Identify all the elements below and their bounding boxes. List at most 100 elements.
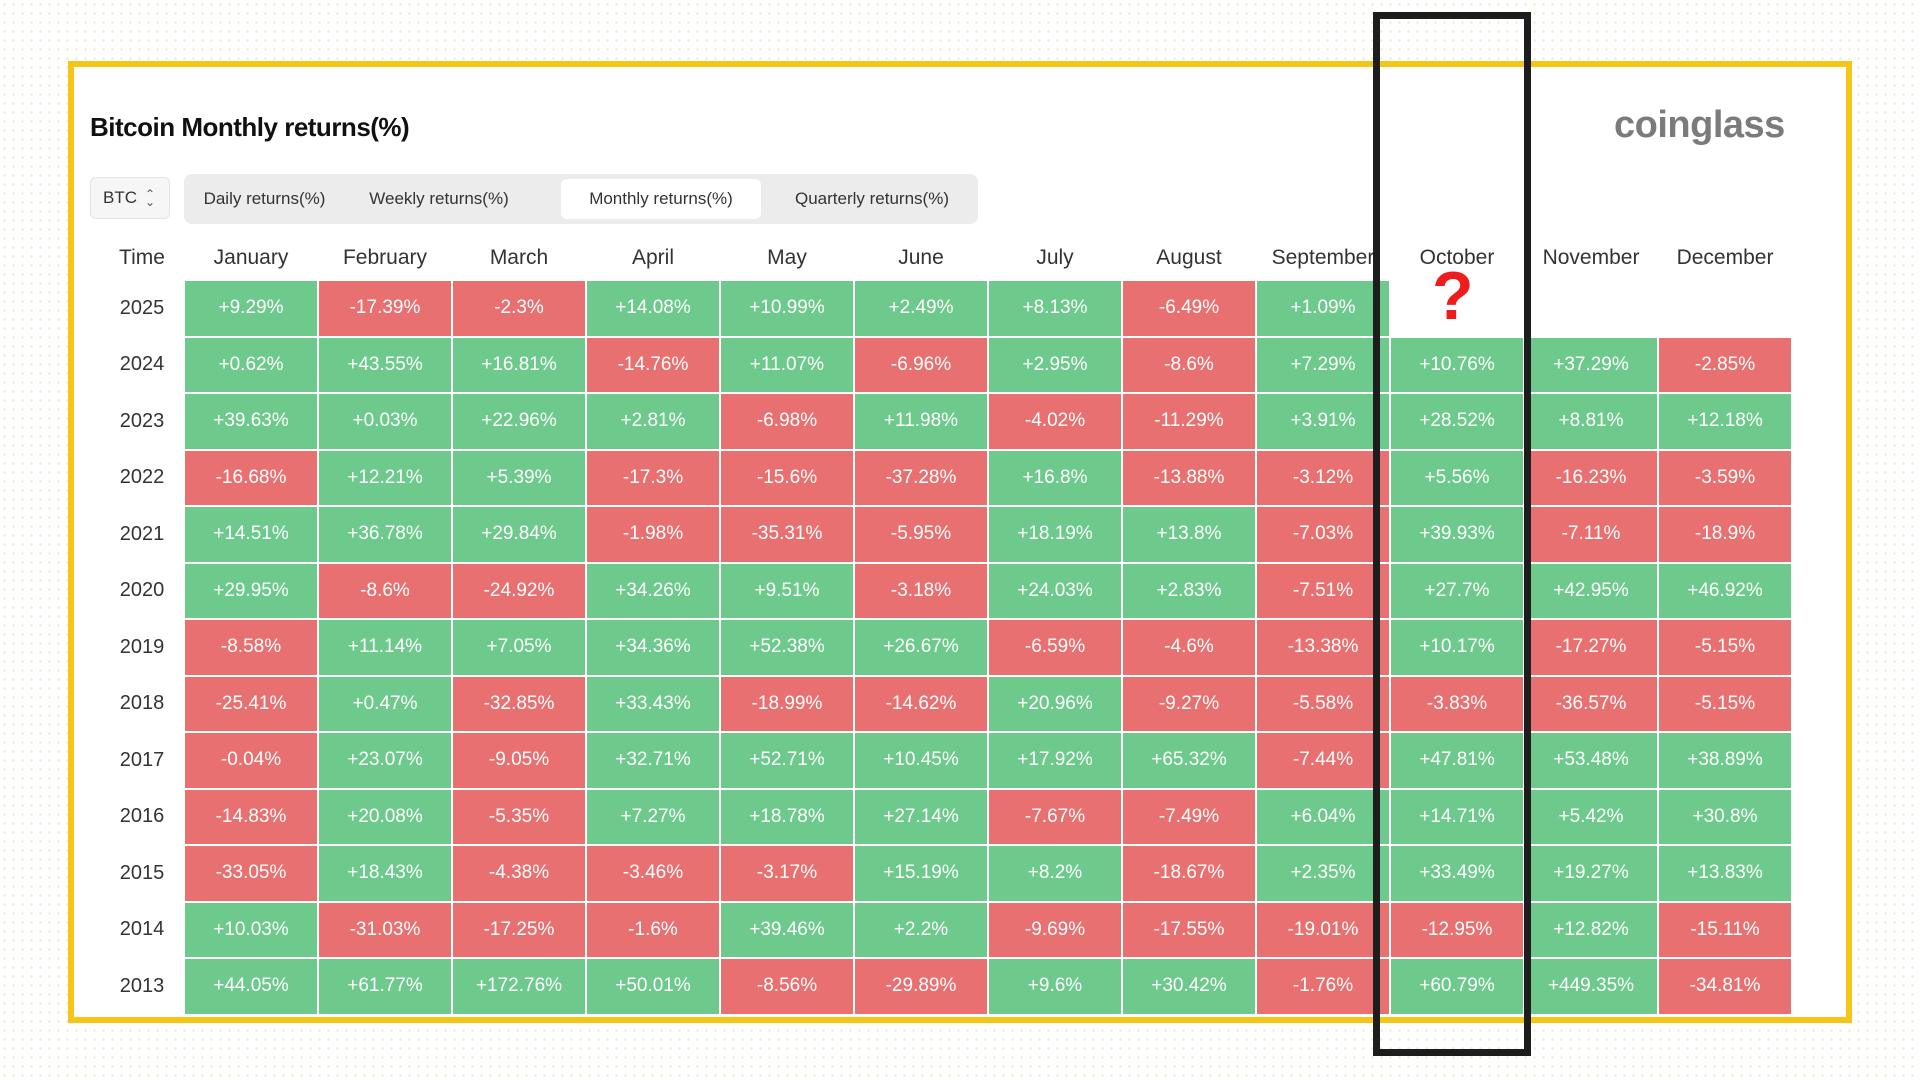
return-cell: +20.96% xyxy=(988,675,1122,732)
time-header: Time xyxy=(119,246,165,269)
return-cell: +13.83% xyxy=(1658,845,1792,902)
return-cell: +50.01% xyxy=(586,958,720,1015)
return-cell: -17.25% xyxy=(452,901,586,958)
return-cell: +14.71% xyxy=(1390,788,1524,845)
return-cell: -7.44% xyxy=(1256,732,1390,789)
return-cell: +65.32% xyxy=(1122,732,1256,789)
asset-select[interactable]: BTC ⌃ ⌄ xyxy=(90,177,170,219)
return-cell: -16.23% xyxy=(1524,449,1658,506)
return-cell: -35.31% xyxy=(720,506,854,563)
return-cell: +449.35% xyxy=(1524,958,1658,1015)
return-cell: +11.98% xyxy=(854,393,988,450)
return-cell: -8.6% xyxy=(318,562,452,619)
return-cell: +29.84% xyxy=(452,506,586,563)
return-cell: +8.2% xyxy=(988,845,1122,902)
return-cell: +5.42% xyxy=(1524,788,1658,845)
return-cell: +60.79% xyxy=(1390,958,1524,1015)
tab-monthly[interactable]: Monthly returns(%) xyxy=(561,179,761,219)
year-label-2014: 2014 xyxy=(119,918,165,941)
return-cell: +10.03% xyxy=(184,901,318,958)
return-cell: +2.35% xyxy=(1256,845,1390,902)
return-cell: +2.83% xyxy=(1122,562,1256,619)
return-cell: -6.49% xyxy=(1122,280,1256,337)
return-cell: +7.29% xyxy=(1256,336,1390,393)
return-cell: +8.13% xyxy=(988,280,1122,337)
return-cell: +36.78% xyxy=(318,506,452,563)
return-cell: -5.15% xyxy=(1658,675,1792,732)
year-label-2025: 2025 xyxy=(119,296,165,319)
return-cell: +43.55% xyxy=(318,336,452,393)
return-cell: +33.49% xyxy=(1390,845,1524,902)
chevron-updown-icon: ⌃ ⌄ xyxy=(145,187,156,209)
month-header-june: June xyxy=(898,246,944,269)
year-label-2022: 2022 xyxy=(119,466,165,489)
return-cell: -19.01% xyxy=(1256,901,1390,958)
return-cell: +33.43% xyxy=(586,675,720,732)
year-label-2017: 2017 xyxy=(119,748,165,771)
return-cell: +13.8% xyxy=(1122,506,1256,563)
return-cell: -32.85% xyxy=(452,675,586,732)
return-cell: -34.81% xyxy=(1658,958,1792,1015)
return-cell: -4.6% xyxy=(1122,619,1256,676)
return-cell: +6.04% xyxy=(1256,788,1390,845)
return-cell: +44.05% xyxy=(184,958,318,1015)
return-cell: -3.59% xyxy=(1658,449,1792,506)
return-cell: +53.48% xyxy=(1524,732,1658,789)
return-cell: +18.78% xyxy=(720,788,854,845)
question-mark-annotation: ? xyxy=(1432,258,1474,334)
return-cell: -24.92% xyxy=(452,562,586,619)
tab-daily[interactable]: Daily returns(%) xyxy=(203,189,326,208)
return-cell: +12.21% xyxy=(318,449,452,506)
return-cell: -18.67% xyxy=(1122,845,1256,902)
return-cell: -9.69% xyxy=(988,901,1122,958)
return-cell: +14.51% xyxy=(184,506,318,563)
return-cell: -7.67% xyxy=(988,788,1122,845)
return-cell: -3.83% xyxy=(1390,675,1524,732)
return-cell: -6.59% xyxy=(988,619,1122,676)
return-cell: +3.91% xyxy=(1256,393,1390,450)
return-cell: -7.11% xyxy=(1524,506,1658,563)
return-cell: +9.6% xyxy=(988,958,1122,1015)
year-label-2021: 2021 xyxy=(119,522,165,545)
return-cell: -3.18% xyxy=(854,562,988,619)
return-cell: -13.88% xyxy=(1122,449,1256,506)
return-cell: -9.27% xyxy=(1122,675,1256,732)
tab-weekly[interactable]: Weekly returns(%) xyxy=(369,189,509,208)
asset-select-value: BTC xyxy=(103,188,137,207)
return-cell: -5.15% xyxy=(1658,619,1792,676)
return-cell: +37.29% xyxy=(1524,336,1658,393)
return-cell: +18.43% xyxy=(318,845,452,902)
return-cell: -8.58% xyxy=(184,619,318,676)
return-cell: +34.36% xyxy=(586,619,720,676)
year-label-2019: 2019 xyxy=(119,635,165,658)
month-header-september: September xyxy=(1271,246,1375,269)
return-cell: +172.76% xyxy=(452,958,586,1015)
return-cell: +10.99% xyxy=(720,280,854,337)
month-header-may: May xyxy=(767,246,807,269)
return-cell: +22.96% xyxy=(452,393,586,450)
month-header-november: November xyxy=(1542,246,1640,269)
return-cell: +10.45% xyxy=(854,732,988,789)
return-cell: +32.71% xyxy=(586,732,720,789)
return-cell: +9.51% xyxy=(720,562,854,619)
return-cell: -36.57% xyxy=(1524,675,1658,732)
month-header-january: January xyxy=(213,246,289,269)
year-label-2016: 2016 xyxy=(119,805,165,828)
return-cell: -8.6% xyxy=(1122,336,1256,393)
month-header-october: October xyxy=(1419,246,1495,269)
return-cell: +8.81% xyxy=(1524,393,1658,450)
year-label-2013: 2013 xyxy=(119,974,165,997)
return-cell: +24.03% xyxy=(988,562,1122,619)
return-cell: -25.41% xyxy=(184,675,318,732)
return-cell: -17.27% xyxy=(1524,619,1658,676)
return-cell: -3.17% xyxy=(720,845,854,902)
return-cell: +20.08% xyxy=(318,788,452,845)
return-cell: -11.29% xyxy=(1122,393,1256,450)
return-cell: +28.52% xyxy=(1390,393,1524,450)
return-cell: -14.76% xyxy=(586,336,720,393)
month-header-april: April xyxy=(631,246,674,269)
tab-quarterly[interactable]: Quarterly returns(%) xyxy=(795,189,949,208)
return-cell xyxy=(1524,280,1658,337)
return-cell: +47.81% xyxy=(1390,732,1524,789)
return-cell: +23.07% xyxy=(318,732,452,789)
